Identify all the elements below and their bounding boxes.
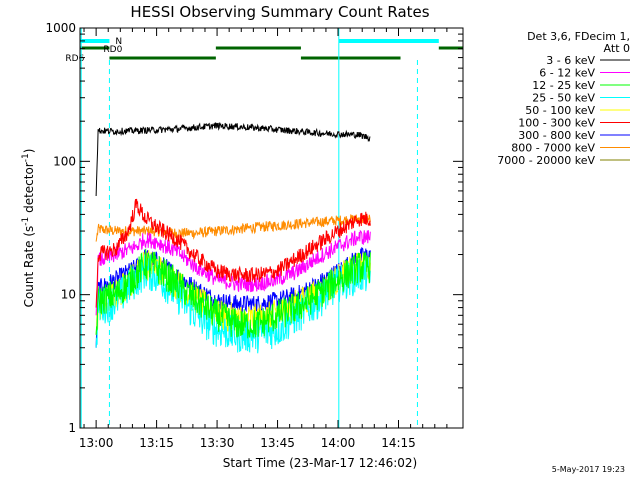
- legend-label: 3 - 6 keV: [546, 54, 595, 67]
- legend-label: 50 - 100 keV: [525, 104, 595, 117]
- x-tick-label: 13:15: [139, 436, 174, 450]
- x-tick-label: 13:45: [260, 436, 295, 450]
- chart-title: HESSI Observing Summary Count Rates: [130, 3, 429, 21]
- series-line-800-7000-kev: [95, 214, 371, 242]
- y-axis-title-sup: -1: [21, 153, 31, 162]
- legend-label: 800 - 7000 keV: [511, 142, 595, 155]
- legend-header-line2: Att 0: [604, 42, 630, 55]
- series-line-12-25-kev: [95, 248, 371, 339]
- y-tick-label: 1000: [45, 21, 76, 35]
- x-tick-label: 13:00: [79, 436, 114, 450]
- legend-label: 300 - 800 keV: [518, 129, 595, 142]
- y-axis-title-part: ): [22, 149, 36, 154]
- axes: 13:00 13:15 13:30 13:45 14:00 14:15 1 10 100 1000: [45, 21, 463, 450]
- plot-frame: [79, 27, 464, 429]
- marker-label-rd0: RD0: [103, 45, 122, 55]
- x-tick-label: 14:00: [321, 436, 356, 450]
- marker-vertical-lines: [80, 28, 418, 428]
- legend-label: 25 - 50 keV: [532, 92, 595, 105]
- series-line-3-6-kev: [95, 122, 371, 197]
- footer-date: 5-May-2017 19:23: [552, 465, 625, 474]
- y-axis-title-part: Count Rate (s: [22, 226, 36, 308]
- series-line-6-12-kev: [95, 229, 371, 316]
- legend-header-line1: Det 3,6, FDecim 1,: [527, 30, 630, 43]
- y-axis-title-sup: -1: [21, 217, 31, 226]
- series-lines: [95, 122, 371, 354]
- y-tick-label: 1: [68, 421, 76, 435]
- legend-label: 7000 - 20000 keV: [497, 154, 595, 167]
- legend-label: 100 - 300 keV: [518, 117, 595, 130]
- y-axis-title: Count Rate (s-1 detector-1): [21, 149, 36, 308]
- y-axis-title-part: detector: [22, 162, 36, 217]
- legend-label: 12 - 25 keV: [532, 79, 595, 92]
- x-tick-label: 13:30: [200, 436, 235, 450]
- marker-label-rd6: RD6: [65, 54, 84, 64]
- x-tick-label: 14:15: [381, 436, 416, 450]
- y-tick-label: 10: [61, 288, 76, 302]
- legend-label: 6 - 12 keV: [539, 67, 595, 80]
- marker-label-n: N: [115, 37, 122, 47]
- series-line-100-300-kev: [95, 198, 371, 308]
- y-tick-label: 100: [53, 154, 76, 168]
- x-axis-title: Start Time (23-Mar-17 12:46:02): [223, 456, 417, 470]
